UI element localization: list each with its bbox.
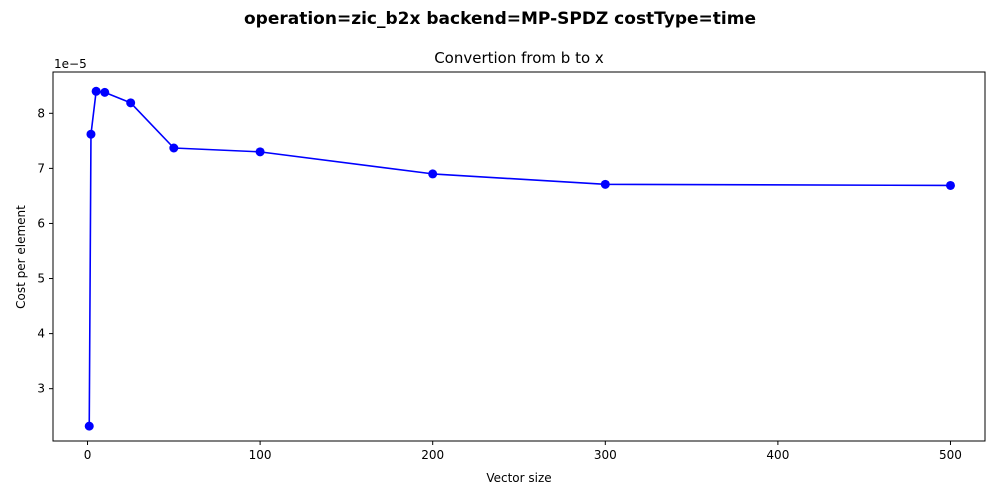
figure-suptitle: operation=zic_b2x backend=MP-SPDZ costTy…: [244, 9, 756, 29]
y-axis-label: Cost per element: [14, 205, 28, 309]
x-tick-label: 500: [939, 448, 962, 462]
x-tick-label: 300: [594, 448, 617, 462]
data-point: [169, 143, 179, 153]
chart-title: Convertion from b to x: [434, 49, 604, 67]
y-tick-label: 6: [37, 216, 45, 230]
data-point: [86, 129, 96, 139]
data-point: [255, 147, 265, 157]
series-line: [88, 90, 951, 427]
x-tick-label: 100: [249, 448, 272, 462]
data-point: [126, 98, 136, 108]
y-tick-label: 7: [37, 161, 45, 175]
data-point: [600, 179, 610, 189]
y-tick-label: 3: [37, 382, 45, 396]
x-tick-label: 200: [421, 448, 444, 462]
series-layer: [84, 86, 955, 431]
data-point: [84, 421, 94, 431]
x-tick-label: 400: [766, 448, 789, 462]
y-tick-label: 4: [37, 327, 45, 341]
plot-frame: [52, 71, 986, 442]
data-point: [91, 86, 101, 96]
y-axis: 3 4 5 6 7 8: [37, 106, 53, 396]
x-tick-label: 0: [84, 448, 92, 462]
y-offset-text: 1e−5: [54, 57, 87, 71]
data-point: [428, 169, 438, 179]
y-tick-label: 5: [37, 272, 45, 286]
x-axis-label: Vector size: [486, 471, 551, 485]
x-axis: 0 100 200 300 400 500: [84, 441, 962, 462]
data-point: [100, 87, 110, 97]
y-tick-label: 8: [37, 106, 45, 120]
data-point: [945, 180, 955, 190]
